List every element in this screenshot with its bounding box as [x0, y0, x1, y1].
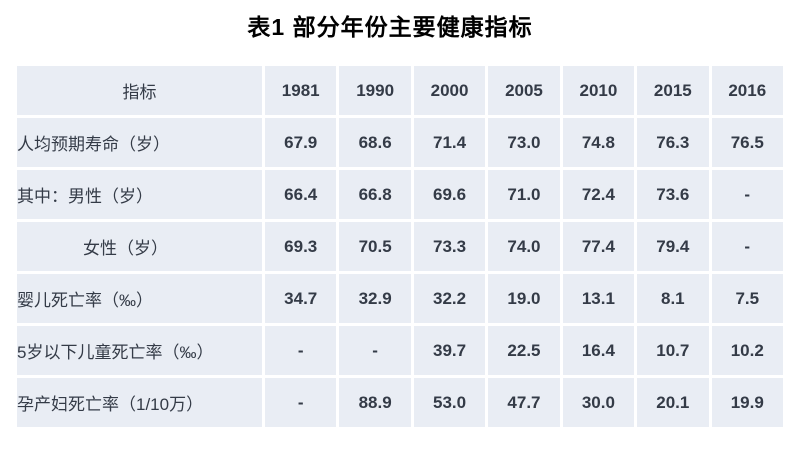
value-cell: 68.6 [339, 118, 411, 167]
value-cell: 7.5 [711, 274, 783, 323]
value-cell: 13.1 [562, 274, 635, 323]
value-cell: - [711, 222, 783, 271]
value-cell: 70.5 [339, 222, 411, 271]
header-cell-year-1981: 1981 [265, 66, 337, 115]
table-row: 女性（岁） 69.3 70.5 73.3 74.0 77.4 79.4- [17, 222, 783, 271]
value-cell: 74.0 [488, 222, 560, 271]
table-row: 孕产妇死亡率（1/10万） -88.9 53.0 47.7 30.0 20.1 19.9 [17, 378, 783, 427]
value-cell: 71.4 [413, 118, 486, 167]
header-cell-year-2015: 2015 [637, 66, 709, 115]
value-cell: 19.0 [488, 274, 560, 323]
value-cell: 76.5 [711, 118, 783, 167]
value-cell: 66.4 [265, 170, 337, 219]
value-cell: 30.0 [562, 378, 635, 427]
value-cell: 67.9 [265, 118, 337, 167]
header-cell-year-1990: 1990 [339, 66, 411, 115]
table-title: 表1 部分年份主要健康指标 [247, 14, 533, 40]
value-cell: 77.4 [562, 222, 635, 271]
value-cell: 69.3 [265, 222, 337, 271]
table-row: 其中：男性（岁） 66.4 66.8 69.6 71.0 72.4 73.6- [17, 170, 783, 219]
value-cell: 79.4 [637, 222, 709, 271]
value-cell: 71.0 [488, 170, 560, 219]
value-cell: - [339, 326, 411, 375]
value-cell: 20.1 [637, 378, 709, 427]
value-cell: 47.7 [488, 378, 560, 427]
value-cell: 32.2 [413, 274, 486, 323]
table-row: 人均预期寿命（岁） 67.9 68.6 71.4 73.0 74.8 76.3 76.5 [17, 118, 783, 167]
header-cell-year-2010: 2010 [562, 66, 635, 115]
value-cell: 53.0 [413, 378, 486, 427]
value-cell: 8.1 [637, 274, 709, 323]
row-label: 人均预期寿命（岁） [17, 118, 262, 167]
value-cell: 39.7 [413, 326, 486, 375]
value-cell: 73.6 [637, 170, 709, 219]
table-body: 人均预期寿命（岁） 67.9 68.6 71.4 73.0 74.8 76.3 76.5 其中：… [17, 118, 783, 427]
value-cell: 73.3 [413, 222, 486, 271]
value-cell: 19.9 [711, 378, 783, 427]
value-cell: 34.7 [265, 274, 337, 323]
value-cell: 16.4 [562, 326, 635, 375]
header-cell-year-2000: 2000 [413, 66, 486, 115]
value-cell: - [265, 326, 337, 375]
value-cell: 72.4 [562, 170, 635, 219]
value-cell: 22.5 [488, 326, 560, 375]
row-label: 5岁以下儿童死亡率（‰） [17, 326, 262, 375]
value-cell: - [265, 378, 337, 427]
value-cell: 10.2 [711, 326, 783, 375]
header-row: 指标 1981 1990 2000 2005 2010 2015 2016 [17, 66, 783, 115]
value-cell: 66.8 [339, 170, 411, 219]
header-cell-year-2005: 2005 [488, 66, 560, 115]
header-cell-year-2016: 2016 [711, 66, 783, 115]
value-cell: 76.3 [637, 118, 709, 167]
value-cell: 10.7 [637, 326, 709, 375]
value-cell: 69.6 [413, 170, 486, 219]
value-cell: 88.9 [339, 378, 411, 427]
value-cell: 32.9 [339, 274, 411, 323]
value-cell: 74.8 [562, 118, 635, 167]
health-indicators-table: 指标 1981 1990 2000 2005 2010 2015 2016 人均… [14, 63, 786, 430]
row-label: 孕产妇死亡率（1/10万） [17, 378, 262, 427]
value-cell: - [711, 170, 783, 219]
header-cell-indicator: 指标 [17, 66, 262, 115]
row-label: 婴儿死亡率（‰） [17, 274, 262, 323]
table-row: 5岁以下儿童死亡率（‰） - -39.7 22.5 16.4 10.7 10.2 [17, 326, 783, 375]
value-cell: 73.0 [488, 118, 560, 167]
table-row: 婴儿死亡率（‰） 34.7 32.9 32.2 19.0 13.1 8.1 7.5 [17, 274, 783, 323]
row-label: 其中：男性（岁） [17, 170, 262, 219]
row-label: 女性（岁） [17, 222, 262, 271]
